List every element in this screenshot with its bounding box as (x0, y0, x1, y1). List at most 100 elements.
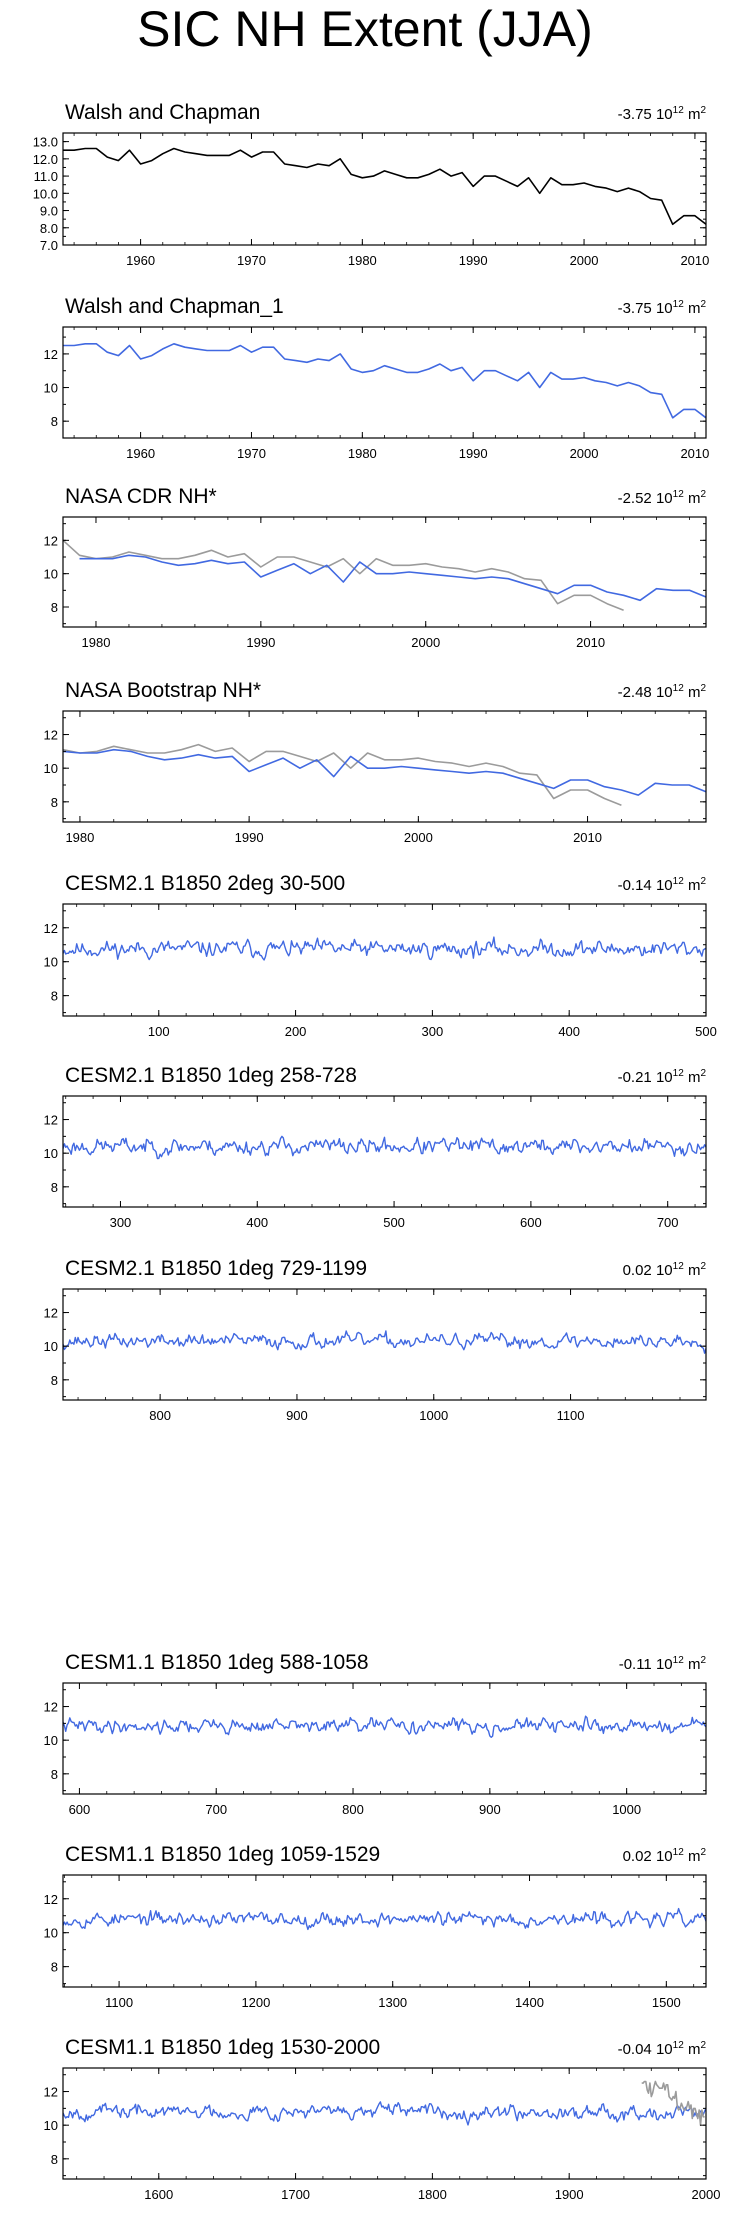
trend-label: -2.48 1012 m2 (618, 683, 707, 701)
trend-unit: 10 (656, 1262, 673, 1279)
plot-frame (62, 903, 707, 1017)
plot-frame (62, 1874, 707, 1988)
series-line-1 (63, 936, 706, 961)
x-tick-label: 1980 (82, 635, 111, 650)
plot-frame (62, 1682, 707, 1795)
trend-unit: 10 (656, 877, 673, 894)
trend-sup: 2 (700, 1847, 706, 1858)
series-line-1 (63, 1330, 706, 1354)
x-tick-label: 1980 (65, 830, 94, 845)
trend-suffix-unit: m (688, 1848, 701, 1865)
y-tick-label: 10 (44, 761, 58, 776)
y-tick-label: 11.0 (34, 169, 58, 184)
x-tick-label: 800 (149, 1408, 171, 1423)
series-line-1 (63, 1907, 706, 1931)
panel-10: CESM1.1 B1850 1deg 1530-2000 -0.04 1012 m… (44, 2036, 721, 2202)
x-tick-label: 2000 (404, 830, 433, 845)
y-tick-label: 10.0 (33, 186, 58, 201)
x-tick-label: 1990 (459, 446, 488, 461)
x-tick-label: 2010 (680, 253, 709, 268)
panel-2: Walsh and Chapman_1 -3.75 1012 m281012196… (44, 295, 710, 461)
y-tick-label: 12 (44, 533, 58, 548)
trend-exponent: 12 (673, 1261, 685, 1272)
x-tick-label: 700 (205, 1802, 227, 1817)
trend-sup: 2 (700, 1068, 706, 1079)
figure-title: SIC NH Extent (JJA) (137, 1, 593, 57)
x-tick-label: 1000 (419, 1408, 448, 1423)
trend-sup: 2 (700, 1655, 706, 1666)
panel-9: CESM1.1 B1850 1deg 1059-1529 0.02 1012 m2… (44, 1843, 707, 2010)
panel-title: CESM2.1 B1850 1deg 729-1199 (65, 1257, 367, 1280)
y-tick-label: 8.0 (40, 221, 58, 236)
x-tick-label: 1400 (515, 1995, 544, 2010)
panels: Walsh and Chapman -3.75 1012 m27.08.09.01… (33, 101, 721, 2202)
x-tick-label: 2000 (411, 635, 440, 650)
x-tick-label: 1100 (557, 1408, 585, 1423)
panel-title: Walsh and Chapman (65, 101, 260, 124)
plot-frame (62, 2067, 707, 2180)
x-tick-label: 800 (342, 1802, 364, 1817)
panel-7: CESM2.1 B1850 1deg 729-1199 0.02 1012 m28… (44, 1257, 707, 1423)
y-tick-label: 8 (51, 1180, 58, 1195)
x-tick-label: 900 (286, 1408, 308, 1423)
y-tick-label: 10 (44, 1926, 58, 1941)
trend-suffix-unit: m (688, 1262, 701, 1279)
y-tick-label: 8 (51, 1767, 58, 1782)
x-tick-label: 500 (695, 1024, 717, 1039)
trend-unit: 10 (656, 1656, 673, 1673)
y-tick-label: 12 (44, 1306, 58, 1321)
trend-exponent: 12 (673, 489, 685, 500)
y-tick-label: 8 (51, 600, 58, 615)
y-tick-label: 10 (44, 1339, 58, 1354)
x-tick-label: 2010 (573, 830, 602, 845)
trend-value: 0.02 (623, 1262, 652, 1279)
y-tick-label: 10 (44, 2118, 58, 2133)
x-tick-label: 1960 (126, 253, 155, 268)
series-line-1 (63, 2101, 706, 2126)
plot-frame (62, 1095, 707, 1208)
y-tick-label: 12 (44, 2085, 58, 2100)
plot-frame (62, 516, 707, 628)
series-line-2 (641, 2080, 705, 2126)
x-tick-label: 200 (285, 1024, 307, 1039)
series-line-1 (63, 147, 706, 226)
trend-value: -3.75 (618, 106, 652, 123)
panel-title: NASA CDR NH* (65, 485, 217, 508)
panel-6: CESM2.1 B1850 1deg 258-728 -0.21 1012 m28… (44, 1064, 707, 1230)
trend-unit: 10 (656, 1069, 673, 1086)
trend-label: 0.02 1012 m2 (623, 1261, 707, 1279)
trend-label: 0.02 1012 m2 (623, 1847, 707, 1865)
panel-8: CESM1.1 B1850 1deg 588-1058 -0.11 1012 m2… (44, 1651, 707, 1817)
trend-exponent: 12 (673, 299, 685, 310)
x-tick-label: 500 (383, 1215, 405, 1230)
trend-value: -0.04 (618, 2041, 652, 2058)
trend-sup: 2 (700, 1261, 706, 1272)
panel-title: CESM1.1 B1850 1deg 1059-1529 (65, 1843, 380, 1866)
x-tick-label: 1700 (281, 2187, 310, 2202)
x-tick-label: 300 (422, 1024, 444, 1039)
trend-value: -0.21 (618, 1069, 652, 1086)
trend-unit: 10 (656, 106, 673, 123)
x-tick-label: 2000 (570, 253, 599, 268)
series-line-2 (79, 554, 706, 602)
series-line-2 (63, 748, 706, 796)
trend-suffix-unit: m (688, 300, 701, 317)
y-tick-label: 12 (44, 1892, 58, 1907)
panel-title: CESM2.1 B1850 1deg 258-728 (65, 1064, 357, 1087)
trend-exponent: 12 (673, 683, 685, 694)
trend-unit: 10 (656, 2041, 673, 2058)
y-tick-label: 10 (44, 1733, 58, 1748)
trend-exponent: 12 (673, 2040, 685, 2051)
x-tick-label: 1000 (612, 1802, 641, 1817)
x-tick-label: 1990 (459, 253, 488, 268)
x-tick-label: 1980 (348, 446, 377, 461)
panel-title: CESM1.1 B1850 1deg 588-1058 (65, 1651, 369, 1674)
y-tick-label: 8 (51, 2152, 58, 2167)
trend-label: -3.75 1012 m2 (618, 105, 707, 123)
x-tick-label: 1600 (144, 2187, 173, 2202)
y-tick-label: 10 (44, 567, 58, 582)
x-tick-label: 1990 (235, 830, 264, 845)
trend-sup: 2 (700, 105, 706, 116)
trend-suffix-unit: m (688, 1656, 701, 1673)
x-tick-label: 700 (657, 1215, 679, 1230)
